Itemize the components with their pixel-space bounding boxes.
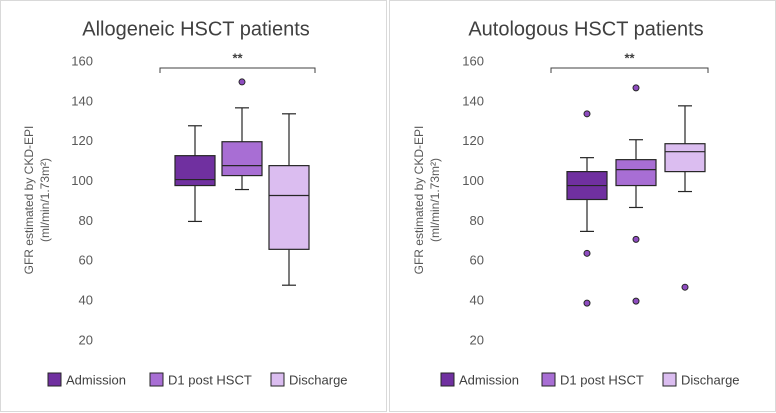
significance-annotation: ** — [232, 50, 243, 65]
y-tick-label: 120 — [462, 133, 484, 148]
legend-swatch — [440, 372, 455, 387]
legend-swatch — [47, 372, 62, 387]
legend-swatch — [662, 372, 677, 387]
y-axis-label-line: GFR estimated by CKD-EPI — [412, 126, 426, 275]
y-tick-label: 140 — [462, 93, 484, 108]
chart-panel: Allogeneic HSCT patients GFR estimated by… — [22, 18, 347, 387]
legend-label: Admission — [66, 372, 126, 387]
y-tick-label: 120 — [71, 133, 93, 148]
significance-annotation: ** — [624, 50, 635, 65]
box — [174, 155, 216, 187]
y-tick-label: 60 — [79, 253, 93, 268]
box — [268, 165, 310, 250]
panel-frame — [0, 0, 387, 412]
outlier — [632, 235, 640, 243]
y-tick-label: 140 — [71, 93, 93, 108]
legend-swatch — [149, 372, 164, 387]
legend-swatch — [541, 372, 556, 387]
legend-label: D1 post HSCT — [168, 372, 252, 387]
y-tick-label: 20 — [470, 332, 484, 347]
y-tick-label: 100 — [71, 173, 93, 188]
outlier — [238, 78, 246, 86]
y-axis-label: GFR estimated by CKD-EPI (ml/min/1.73m²) — [412, 126, 442, 275]
legend-label: Admission — [459, 372, 519, 387]
legend-label: Discharge — [681, 372, 740, 387]
y-tick-label: 160 — [462, 53, 484, 68]
y-tick-label: 100 — [462, 173, 484, 188]
significance-bracket — [159, 67, 316, 73]
y-axis-label: GFR estimated by CKD-EPI (ml/min/1.73m²) — [22, 126, 52, 275]
y-tick-label: 160 — [71, 53, 93, 68]
box — [615, 159, 657, 187]
outlier — [632, 84, 640, 92]
y-tick-label: 40 — [79, 293, 93, 308]
panel-frame — [389, 0, 776, 412]
legend-label: D1 post HSCT — [560, 372, 644, 387]
box — [221, 141, 263, 177]
y-axis-label-line: (ml/min/1.73m²) — [38, 158, 52, 242]
y-tick-label: 60 — [470, 253, 484, 268]
y-tick-label: 80 — [79, 213, 93, 228]
y-tick-label: 80 — [470, 213, 484, 228]
y-axis-label-line: GFR estimated by CKD-EPI — [22, 126, 36, 275]
legend-label: Discharge — [289, 372, 348, 387]
outlier — [583, 299, 591, 307]
legend-swatch — [270, 372, 285, 387]
chart-title: Allogeneic HSCT patients — [82, 18, 310, 40]
chart-title: Autologous HSCT patients — [468, 18, 703, 40]
chart-panel: Autologous HSCT patients GFR estimated by… — [412, 18, 739, 387]
outlier — [681, 283, 689, 291]
y-tick-label: 20 — [79, 332, 93, 347]
box — [664, 143, 706, 173]
significance-bracket — [550, 67, 709, 73]
y-axis-label-line: (ml/min/1.73m²) — [428, 158, 442, 242]
outlier — [583, 110, 591, 118]
outlier — [632, 297, 640, 305]
outlier — [583, 249, 591, 257]
y-tick-label: 40 — [470, 293, 484, 308]
